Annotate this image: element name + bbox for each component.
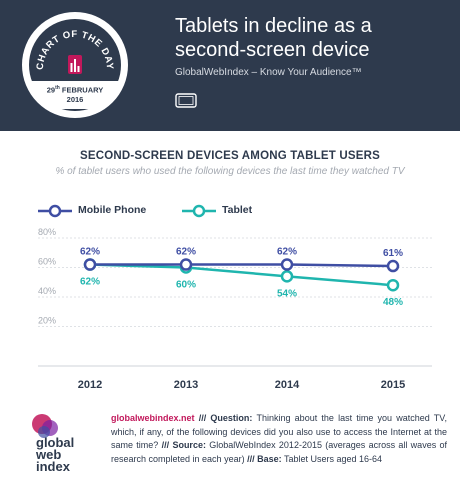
data-label: 62% <box>80 247 100 258</box>
source-text: GlobalWebIndex 2012-2015 (averages acros… <box>111 440 447 464</box>
x-tick-label: 2014 <box>275 379 300 391</box>
base-text: Tablet Users aged 16-64 <box>281 453 383 464</box>
y-tick-label: 20% <box>38 316 56 326</box>
badge-date-month: FEBRUARY <box>61 85 104 95</box>
footer-separator: /// <box>244 453 258 464</box>
x-tick-label: 2012 <box>78 379 102 391</box>
footer-separator: /// <box>158 440 173 450</box>
data-point <box>386 278 400 292</box>
page-title: Tablets in decline as a second-screen de… <box>175 14 450 62</box>
legend-label-mobile-phone: Mobile Phone <box>78 204 147 216</box>
base-label: Base: <box>257 453 282 464</box>
legend-label-tablet: Tablet <box>222 204 253 216</box>
logo-line-global: global <box>36 435 75 450</box>
x-tick-label: 2015 <box>381 379 405 391</box>
badge-inner: CHART OF THE DAY 29th FEBRUARY 2016 <box>29 19 121 111</box>
legend-marker-tablet <box>182 204 216 218</box>
series-line-mobile-phone <box>90 263 394 268</box>
data-point <box>280 270 294 283</box>
globalwebindex-logo <box>32 414 58 438</box>
data-label: 62% <box>80 277 100 288</box>
badge-curved-text: CHART OF THE DAY <box>35 29 115 74</box>
data-label: 62% <box>176 247 196 258</box>
data-point <box>280 258 294 271</box>
chart-subtitle: % of tablet users who used the following… <box>55 166 405 177</box>
y-tick-label: 40% <box>38 286 56 296</box>
badge-date: 29th FEBRUARY 2016 <box>29 81 121 109</box>
series-line-tablet <box>89 263 394 287</box>
header-subtitle: GlobalWebIndex – Know Your Audience™ <box>175 67 362 78</box>
data-point <box>179 258 193 271</box>
title-line-2: second-screen device <box>175 39 370 61</box>
data-label: 54% <box>277 288 297 299</box>
data-label: 48% <box>383 297 403 308</box>
logo-line-web: web <box>36 447 62 462</box>
y-tick-label: 60% <box>38 257 56 267</box>
tablet-icon <box>175 93 197 108</box>
logo-wordmark: global web index <box>36 435 75 474</box>
footer-separator: /// <box>194 413 211 423</box>
title-line-1: Tablets in decline as a <box>175 15 372 37</box>
chart-title: SECOND-SCREEN DEVICES AMONG TABLET USERS <box>80 150 380 162</box>
source-label: Source: <box>172 440 206 450</box>
line-chart: 80% 60% 40% 20% 2012 2013 2014 2015 62% 62% 62% 61%… <box>38 227 432 391</box>
badge-date-year: 2016 <box>66 94 84 104</box>
logo-line-index: index <box>36 459 70 474</box>
data-label: 60% <box>176 280 196 291</box>
badge-date-day: 29 <box>46 85 56 95</box>
header-banner: CHART OF THE DAY 29th FEBRUARY 2016 Tabl… <box>0 0 460 131</box>
data-label: 61% <box>383 248 403 259</box>
question-text: Thinking about the last time you watched… <box>111 413 447 450</box>
bar-chart-icon <box>68 55 82 74</box>
data-point <box>83 258 97 271</box>
data-label: 62% <box>277 247 297 258</box>
data-point <box>386 259 400 273</box>
legend-marker-mobile-phone <box>38 204 72 218</box>
footer-url-link[interactable]: globalwebindex.net <box>111 413 195 423</box>
footer-notes: globalwebindex.net /// Question: Thinkin… <box>111 412 447 466</box>
y-tick-label: 80% <box>38 227 56 237</box>
chart-of-the-day-badge: CHART OF THE DAY 29th FEBRUARY 2016 <box>22 12 128 118</box>
x-tick-label: 2013 <box>174 379 198 391</box>
question-label: Question: <box>210 413 253 423</box>
badge-date-suffix: th <box>55 85 60 91</box>
